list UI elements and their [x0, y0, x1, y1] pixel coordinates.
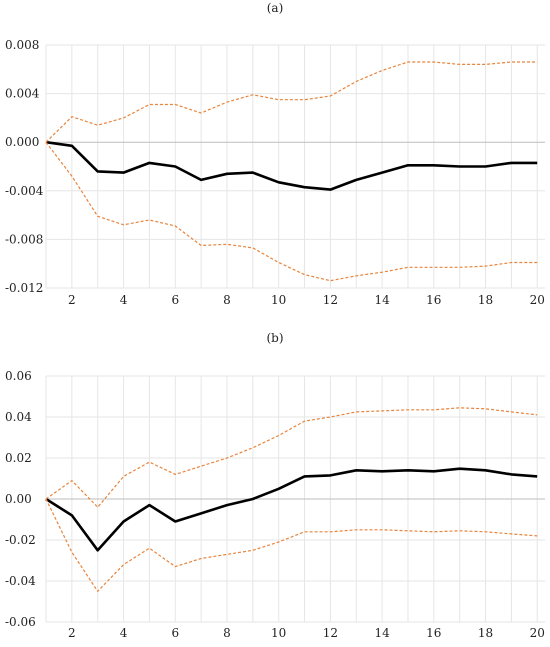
x-tick-label: 14	[374, 293, 390, 307]
y-tick-label: 0.06	[5, 369, 32, 383]
y-tick-label: -0.02	[5, 533, 36, 547]
x-tick-label: 10	[271, 293, 286, 307]
x-tick-label: 18	[478, 626, 493, 640]
x-tick-label: 16	[426, 626, 441, 640]
y-tick-label: 0.008	[5, 38, 39, 52]
x-tick-label: 18	[478, 293, 493, 307]
x-tick-label: 14	[374, 626, 390, 640]
y-tick-label: 0.000	[5, 135, 39, 149]
x-tick-label: 8	[223, 626, 231, 640]
x-tick-label: 12	[323, 626, 338, 640]
x-tick-label: 4	[120, 293, 128, 307]
panel-a: (a) 0.008 0.004 0.000 -0.004 -0.008 -0.012 2 4 6 8…	[5, 1, 545, 307]
x-tick-label: 4	[120, 626, 128, 640]
y-tick-label: -0.04	[5, 574, 36, 588]
y-tick-label: -0.004	[5, 184, 44, 198]
panel-b: (b) 0.06 0.04 0.02 0.00 -0.02 -0.04 -0.06 2 4 6 8 10…	[5, 331, 545, 640]
x-tick-label: 6	[171, 293, 179, 307]
y-tick-label: 0.02	[5, 451, 32, 465]
panel-title: (b)	[266, 331, 283, 345]
y-tick-label: 0.04	[5, 410, 32, 424]
x-tick-label: 20	[530, 626, 545, 640]
y-tick-label: 0.004	[5, 87, 40, 101]
y-tick-label: -0.06	[5, 615, 36, 629]
x-tick-label: 16	[426, 293, 441, 307]
confidence-band-line	[45, 61, 538, 143]
x-tick-label: 2	[68, 626, 76, 640]
x-tick-label: 12	[323, 293, 338, 307]
x-tick-label: 10	[271, 626, 286, 640]
x-tick-label: 6	[171, 626, 179, 640]
x-tick-label: 8	[223, 293, 231, 307]
confidence-band-line	[45, 407, 538, 508]
panel-title: (a)	[267, 1, 284, 15]
impulse-response-line	[45, 140, 538, 191]
impulse-response-line	[45, 467, 538, 552]
x-tick-label: 20	[530, 293, 545, 307]
confidence-band-line	[45, 498, 538, 592]
confidence-band-line	[45, 141, 538, 282]
y-tick-label: 0.00	[5, 492, 32, 506]
y-tick-label: -0.008	[5, 232, 43, 246]
y-tick-label: -0.012	[5, 281, 43, 295]
x-tick-label: 2	[68, 293, 76, 307]
